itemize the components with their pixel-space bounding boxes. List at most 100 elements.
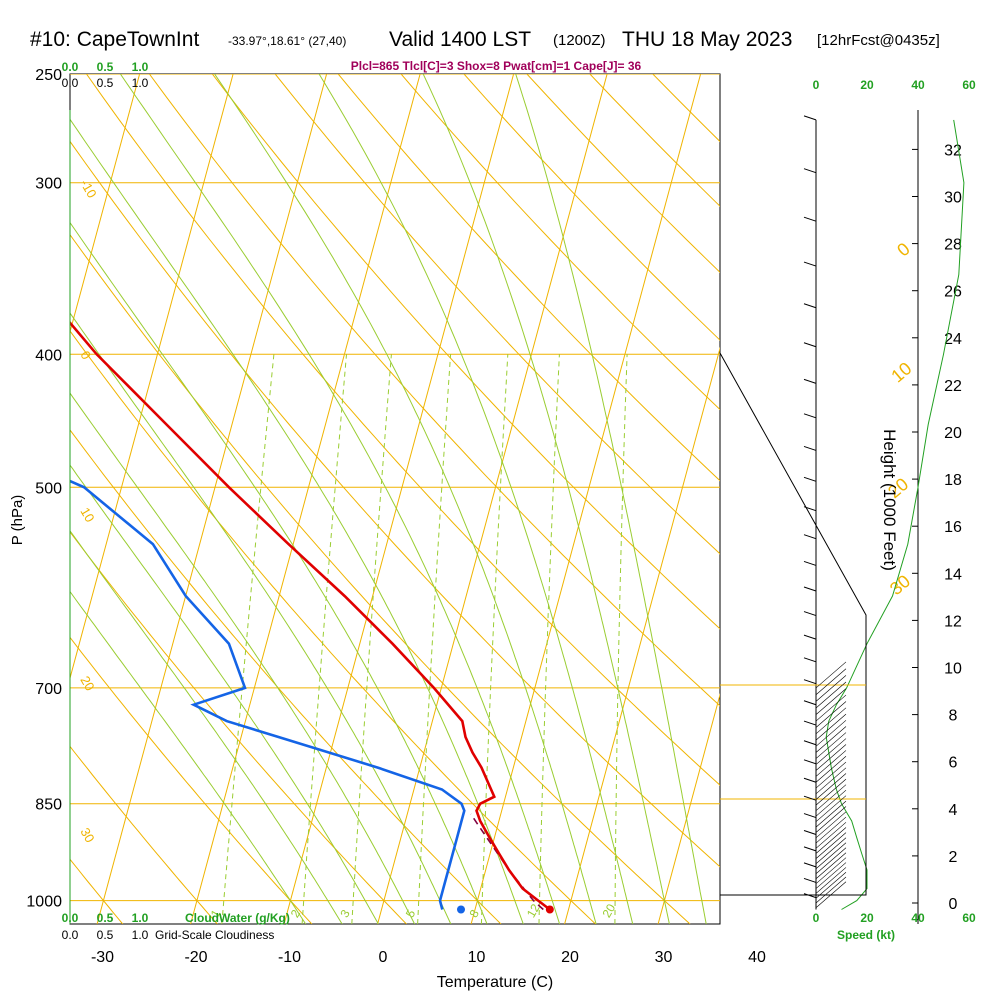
mixing-ratio-label: 3 <box>337 907 353 920</box>
moist-adiabat-line <box>318 74 634 924</box>
zulu-time: (1200Z) <box>553 32 606 49</box>
wind-barb <box>803 720 817 726</box>
valid-time: Valid 1400 LST <box>389 28 532 51</box>
temperature-tick-label: -10 <box>278 949 301 966</box>
mixing-ratio-label: 12 <box>524 901 543 920</box>
temperature-tick-label: -20 <box>184 949 207 966</box>
height-tick-label: 22 <box>944 378 962 395</box>
dry-adiabat-line <box>463 74 720 341</box>
wind-barb-hatch <box>815 778 847 806</box>
temperature-tick-label: -30 <box>91 949 114 966</box>
isotherm-label: 20 <box>77 673 97 693</box>
isotherm-label: 30 <box>77 825 97 845</box>
mixing-ratio-label: 20 <box>599 901 618 920</box>
cloudwater-tick-top: 0.0 <box>62 60 79 74</box>
wind-barb-hatch <box>815 806 847 833</box>
mixing-ratio-label: 5 <box>403 907 419 920</box>
dry-adiabat-label: 0 <box>893 239 914 261</box>
wind-barb <box>803 476 817 482</box>
site-title: #10: CapeTownInt <box>30 28 200 51</box>
pressure-tick-label: 250 <box>35 67 62 84</box>
height-tick-label: 28 <box>944 237 962 254</box>
wind-barb-hatch <box>815 862 847 889</box>
wind-barb-hatch <box>815 867 847 894</box>
wind-barb-hatch <box>815 832 847 859</box>
dry-adiabat-line <box>70 429 502 924</box>
mixing-ratio-label: 8 <box>466 907 482 920</box>
wind-barb-hatch <box>815 784 847 811</box>
wind-barb-hatch <box>815 701 847 728</box>
wind-barb-hatch <box>815 713 847 741</box>
x-axis-label: Temperature (C) <box>437 974 553 991</box>
wind-barb-hatch <box>815 842 847 869</box>
dry-adiabat-line <box>70 745 218 924</box>
isotherm-line <box>564 346 720 924</box>
temperature-tick-label: 0 <box>379 949 388 966</box>
dry-adiabat-line <box>70 140 720 868</box>
wind-speed-tick-top: 40 <box>911 78 925 92</box>
moist-adiabat-line <box>70 118 524 924</box>
isotherm-line <box>377 74 608 924</box>
mixing-ratio-line <box>301 354 347 924</box>
wind-barb-hatch <box>815 681 847 709</box>
pressure-tick-label: 1000 <box>26 894 62 911</box>
cloudiness-tick-bottom: 1.0 <box>132 928 149 942</box>
mixing-ratio-line <box>351 354 392 924</box>
wind-barb-hatch <box>815 773 847 800</box>
height-tick-label: 14 <box>944 566 962 583</box>
isotherm-label: 10 <box>77 505 97 525</box>
wind-barb-hatch <box>815 661 847 689</box>
isotherm-line <box>96 74 328 924</box>
wind-speed-tick-top: 20 <box>860 78 874 92</box>
dry-adiabat-line <box>70 531 407 924</box>
wind-barb-hatch <box>815 761 847 789</box>
y-axis-label: P (hPa) <box>9 495 26 546</box>
wind-speed-tick-bottom: 0 <box>813 911 820 925</box>
wind-barb <box>803 740 817 746</box>
dry-adiabat-label: 30 <box>886 571 914 599</box>
wind-barb-hatch <box>815 694 847 722</box>
wind-barb <box>803 862 817 868</box>
moist-adiabat-line <box>70 312 452 924</box>
mixing-ratio-line <box>614 354 628 924</box>
wind-barb-hatch <box>815 675 847 702</box>
height-tick-label: 6 <box>949 755 958 772</box>
dry-adiabat-line <box>526 74 720 273</box>
wind-barb-hatch <box>815 795 847 822</box>
wind-barb <box>803 795 817 801</box>
wind-barb-hatch <box>815 738 847 765</box>
wind-barb <box>803 813 817 819</box>
pressure-tick-label: 400 <box>35 347 62 364</box>
moist-adiabat-line <box>70 464 379 924</box>
wind-barb <box>803 560 817 566</box>
dry-adiabat-line <box>70 330 596 924</box>
wind-barb <box>803 115 817 121</box>
site-coords: -33.97°,18.61° (27,40) <box>228 34 347 48</box>
dry-adiabat-line <box>274 74 720 555</box>
isotherm-line <box>283 74 515 924</box>
temperature-tick-label: 20 <box>561 949 579 966</box>
wind-barb-hatch <box>815 767 847 795</box>
dry-adiabat-line <box>337 74 720 482</box>
wind-barb <box>803 846 817 852</box>
wind-speed-tick-bottom: 60 <box>962 911 976 925</box>
height-tick-label: 18 <box>944 472 962 489</box>
pressure-tick-label: 850 <box>35 797 62 814</box>
cloudwater-tick-bottom: 1.0 <box>132 911 149 925</box>
surface-dewpoint-marker <box>456 905 465 914</box>
wind-barb <box>803 168 817 174</box>
cloudwater-axis-label: CloudWater (g/Kg) <box>185 911 290 925</box>
height-axis-label: Height (1000 Feet) <box>880 429 899 571</box>
moist-adiabat-line <box>515 74 707 924</box>
wind-barb-hatch <box>815 871 847 899</box>
moist-adiabat-line <box>70 590 307 924</box>
cloudwater-tick-top: 0.5 <box>97 60 114 74</box>
wind-barb <box>803 679 817 685</box>
wind-barb-hatch <box>815 750 847 777</box>
height-tick-label: 20 <box>944 425 962 442</box>
height-tick-label: 16 <box>944 519 962 536</box>
wind-barb <box>803 506 817 512</box>
cloudwater-tick-top: 1.0 <box>132 60 149 74</box>
